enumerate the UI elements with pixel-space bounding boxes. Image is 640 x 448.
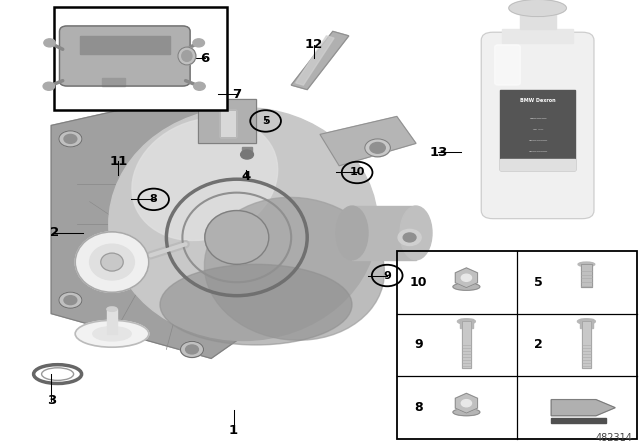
Bar [462,322,471,368]
Bar [581,264,591,287]
Bar [582,322,591,368]
Bar [462,322,471,368]
Bar [54,7,227,110]
Ellipse shape [178,47,196,65]
Ellipse shape [453,283,480,290]
FancyBboxPatch shape [580,319,593,328]
Ellipse shape [509,0,566,17]
Ellipse shape [160,264,352,345]
FancyBboxPatch shape [60,26,190,86]
Bar [397,251,637,439]
Text: 4: 4 [242,170,251,184]
Ellipse shape [458,319,476,324]
Bar [500,159,575,170]
Circle shape [370,142,385,153]
Circle shape [186,99,198,108]
Text: 7: 7 [232,87,241,101]
Circle shape [461,400,472,407]
Circle shape [194,82,205,90]
Circle shape [193,39,204,47]
Bar [581,264,591,287]
Text: 5: 5 [262,116,269,126]
Circle shape [180,95,204,111]
Ellipse shape [578,262,595,267]
Text: 2: 2 [50,226,59,240]
Bar [582,322,591,368]
Bar [352,206,416,260]
Text: 8: 8 [414,401,422,414]
Circle shape [461,274,472,281]
Circle shape [398,229,421,246]
Circle shape [44,39,56,47]
Circle shape [403,233,416,242]
FancyBboxPatch shape [460,319,473,328]
Text: 3: 3 [47,394,56,408]
Ellipse shape [205,211,269,264]
Text: 2: 2 [534,338,543,352]
Polygon shape [296,36,334,85]
Polygon shape [291,31,349,90]
Ellipse shape [90,244,134,280]
Ellipse shape [400,206,432,260]
Bar [500,90,575,170]
Circle shape [43,82,54,90]
Text: 10: 10 [349,168,365,177]
Polygon shape [455,393,477,413]
Polygon shape [320,116,416,166]
Text: 5: 5 [534,276,543,289]
Bar [220,110,236,137]
Ellipse shape [182,51,192,61]
Bar [242,147,252,155]
Text: 482314: 482314 [595,433,632,443]
Ellipse shape [93,327,131,341]
Text: 12: 12 [305,38,323,52]
Circle shape [64,296,77,305]
Text: 6: 6 [200,52,209,65]
Ellipse shape [101,253,123,271]
FancyBboxPatch shape [495,45,520,85]
Text: BMW Dexron: BMW Dexron [520,98,556,103]
Ellipse shape [109,108,378,340]
Text: ─────────: ───────── [528,139,547,143]
Text: 9: 9 [414,338,422,352]
Ellipse shape [204,198,385,340]
Bar [107,309,117,334]
Circle shape [365,139,390,157]
Bar [520,10,556,29]
Circle shape [180,341,204,358]
Circle shape [59,131,82,147]
Text: 8: 8 [150,194,157,204]
Bar [220,110,236,137]
Ellipse shape [107,307,117,311]
Circle shape [186,345,198,354]
Circle shape [241,150,253,159]
Text: ───────: ─────── [529,117,547,121]
Ellipse shape [577,319,595,324]
Bar [551,418,605,423]
Text: 13: 13 [429,146,447,159]
Text: 10: 10 [410,276,427,289]
Circle shape [59,292,82,308]
Text: 9: 9 [383,271,391,280]
Polygon shape [51,90,243,358]
Bar [502,29,573,43]
Polygon shape [551,400,615,416]
Text: ── ──: ── ── [532,128,543,132]
Ellipse shape [132,118,278,241]
Text: 11: 11 [109,155,127,168]
FancyBboxPatch shape [481,32,594,219]
Ellipse shape [76,320,149,347]
Text: ─────────: ───────── [528,151,547,154]
Bar [102,78,125,86]
Ellipse shape [76,232,149,293]
Text: 1: 1 [229,423,238,437]
Ellipse shape [453,409,480,416]
FancyBboxPatch shape [198,99,256,143]
Ellipse shape [336,206,368,260]
Bar [80,36,170,54]
Polygon shape [455,268,477,288]
Circle shape [64,134,77,143]
